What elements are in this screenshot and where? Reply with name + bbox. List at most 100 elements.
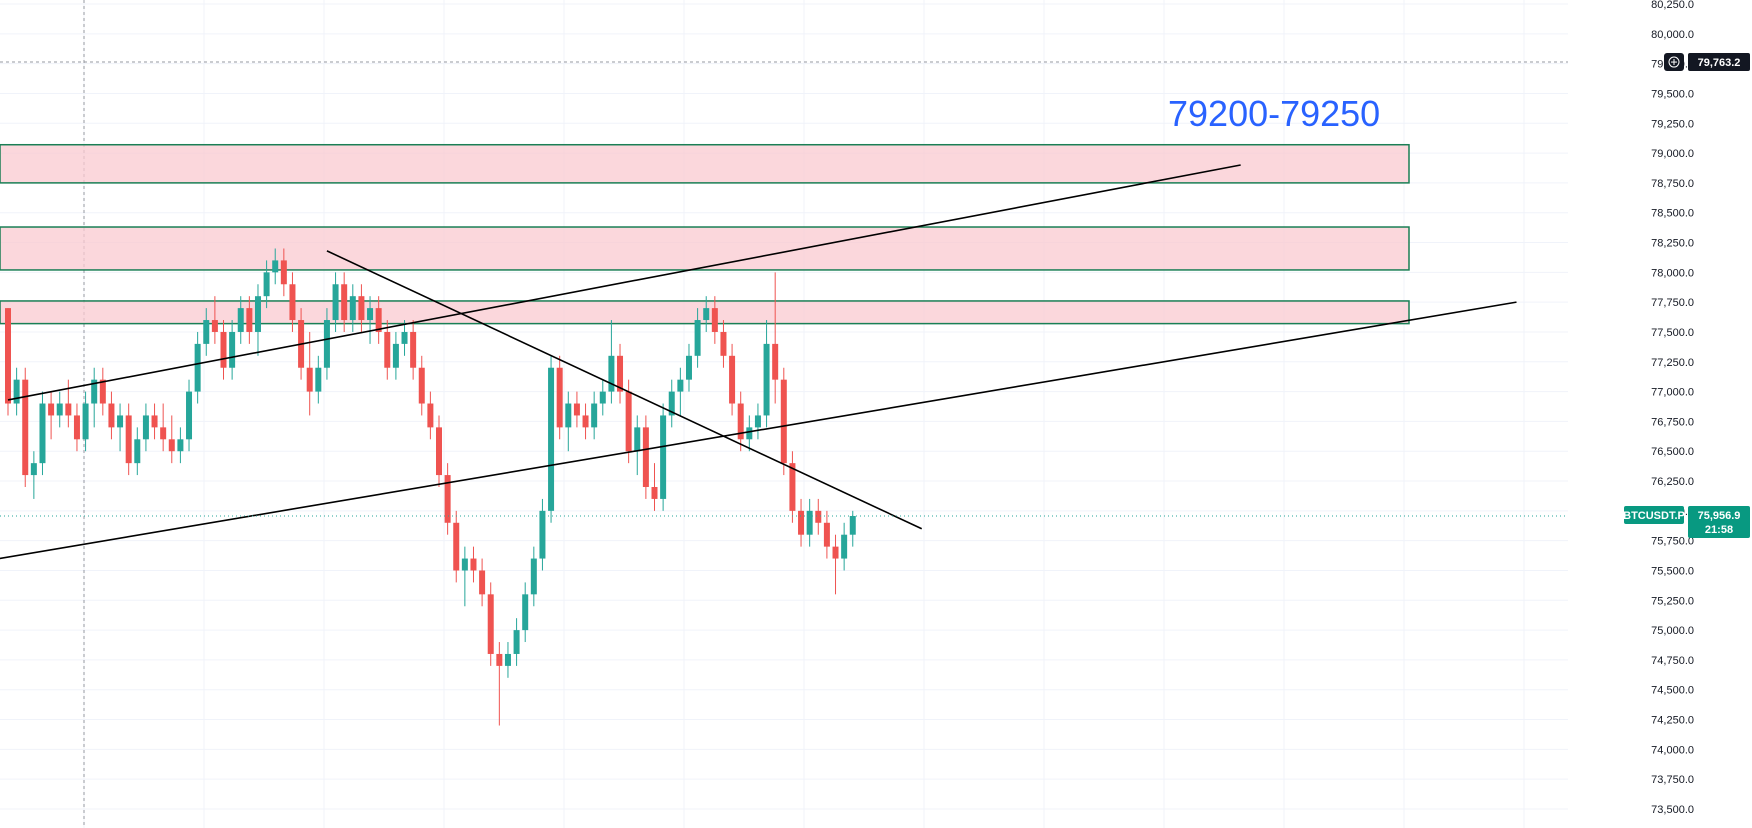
- candle-body: [211, 320, 218, 332]
- y-tick-label: 73,500.0: [1651, 804, 1694, 816]
- candle-body: [634, 427, 641, 452]
- trendline: [7, 164, 1241, 401]
- candle-body: [694, 320, 701, 356]
- candle-body: [22, 379, 29, 476]
- candle-body: [332, 284, 339, 321]
- candle-body: [427, 403, 434, 428]
- y-tick-label: 80,000.0: [1651, 29, 1694, 41]
- y-tick-label: 77,500.0: [1651, 327, 1694, 339]
- y-tick-label: 74,000.0: [1651, 744, 1694, 756]
- candle-body: [513, 630, 520, 654]
- candle-body: [151, 415, 158, 428]
- candle-body: [789, 463, 796, 511]
- candles: [5, 248, 856, 726]
- candle-body: [384, 331, 391, 368]
- candle-body: [444, 475, 451, 523]
- candle-body: [504, 653, 511, 666]
- candle-body: [608, 355, 615, 392]
- y-tick-label: 79,000.0: [1651, 148, 1694, 160]
- y-tick-label: 77,250.0: [1651, 357, 1694, 369]
- candle-body: [677, 379, 684, 392]
- y-tick-label: 76,250.0: [1651, 476, 1694, 488]
- target-range-annotation: 79200-79250: [1168, 93, 1380, 134]
- candle-body: [453, 522, 460, 571]
- symbol-box: [1624, 505, 1684, 524]
- candle-body: [487, 594, 494, 654]
- candle-body: [5, 308, 11, 404]
- candle-body: [30, 463, 37, 476]
- symbol-tag: BTCUSDT.P 75,956.9 21:58: [1623, 505, 1750, 538]
- candle-body: [13, 379, 20, 404]
- candle-body: [660, 415, 667, 499]
- candle-body: [849, 515, 856, 535]
- candle-body: [548, 367, 555, 511]
- candle-body: [39, 403, 46, 464]
- candle-body: [142, 415, 149, 440]
- price-axis[interactable]: 80,250.080,000.079,750.079,500.079,250.0…: [1651, 0, 1694, 816]
- candle-body: [815, 510, 822, 523]
- candle-body: [177, 439, 184, 452]
- candle-body: [841, 534, 848, 559]
- y-tick-label: 76,750.0: [1651, 416, 1694, 428]
- candle-body: [496, 653, 503, 666]
- y-tick-label: 78,750.0: [1651, 178, 1694, 190]
- candle-body: [254, 296, 261, 332]
- candle-body: [401, 331, 408, 344]
- candle-body: [737, 403, 744, 440]
- candle-body: [591, 403, 598, 428]
- last-price-box: [1688, 505, 1750, 538]
- candle-body: [729, 355, 736, 404]
- y-tick-label: 74,250.0: [1651, 715, 1694, 727]
- candle-body: [651, 487, 658, 499]
- candle-body: [642, 427, 649, 487]
- candle-body: [134, 439, 141, 464]
- candle-body: [711, 308, 718, 332]
- candle-body: [246, 308, 253, 332]
- crosshair-price-tag: 79,763.2: [1664, 53, 1750, 72]
- trendline: [0, 301, 1517, 560]
- candle-body: [125, 415, 132, 464]
- candle-body: [341, 284, 348, 321]
- candle-body: [746, 427, 753, 440]
- y-tick-label: 74,750.0: [1651, 655, 1694, 667]
- y-tick-label: 75,750.0: [1651, 536, 1694, 548]
- candle-body: [703, 308, 710, 321]
- candle-body: [410, 331, 417, 368]
- y-tick-label: 79,250.0: [1651, 118, 1694, 130]
- candle-body: [349, 296, 356, 321]
- candle-body: [65, 403, 72, 416]
- candle-body: [375, 308, 382, 332]
- candle-body: [823, 522, 830, 547]
- candle-body: [392, 343, 399, 368]
- candle-body: [530, 558, 537, 595]
- candle-body: [229, 331, 236, 368]
- candle-body: [56, 403, 63, 416]
- candle-body: [625, 391, 632, 452]
- candle-body: [289, 284, 296, 321]
- candle-body: [117, 415, 124, 428]
- candle-body: [763, 343, 770, 416]
- last-price-value: 75,956.9: [1698, 510, 1741, 522]
- candle-body: [48, 403, 55, 416]
- candle-body: [436, 427, 442, 476]
- candle-body: [367, 308, 374, 321]
- y-tick-label: 77,750.0: [1651, 297, 1694, 309]
- candle-body: [479, 570, 486, 595]
- y-tick-label: 77,000.0: [1651, 387, 1694, 399]
- candle-body: [668, 391, 675, 416]
- candle-body: [280, 260, 287, 285]
- candle-body: [556, 367, 563, 428]
- candle-body: [582, 415, 589, 428]
- candle-body: [754, 415, 761, 428]
- crosshair-price-box: [1688, 53, 1750, 72]
- candle-body: [160, 427, 167, 440]
- candle-body: [539, 510, 546, 559]
- y-tick-label: 78,000.0: [1651, 267, 1694, 279]
- candle-body: [573, 403, 580, 416]
- crosshair-price-value: 79,763.2: [1698, 57, 1741, 69]
- candle-body: [194, 343, 201, 392]
- candle-body: [806, 510, 813, 535]
- candle-body: [323, 320, 330, 368]
